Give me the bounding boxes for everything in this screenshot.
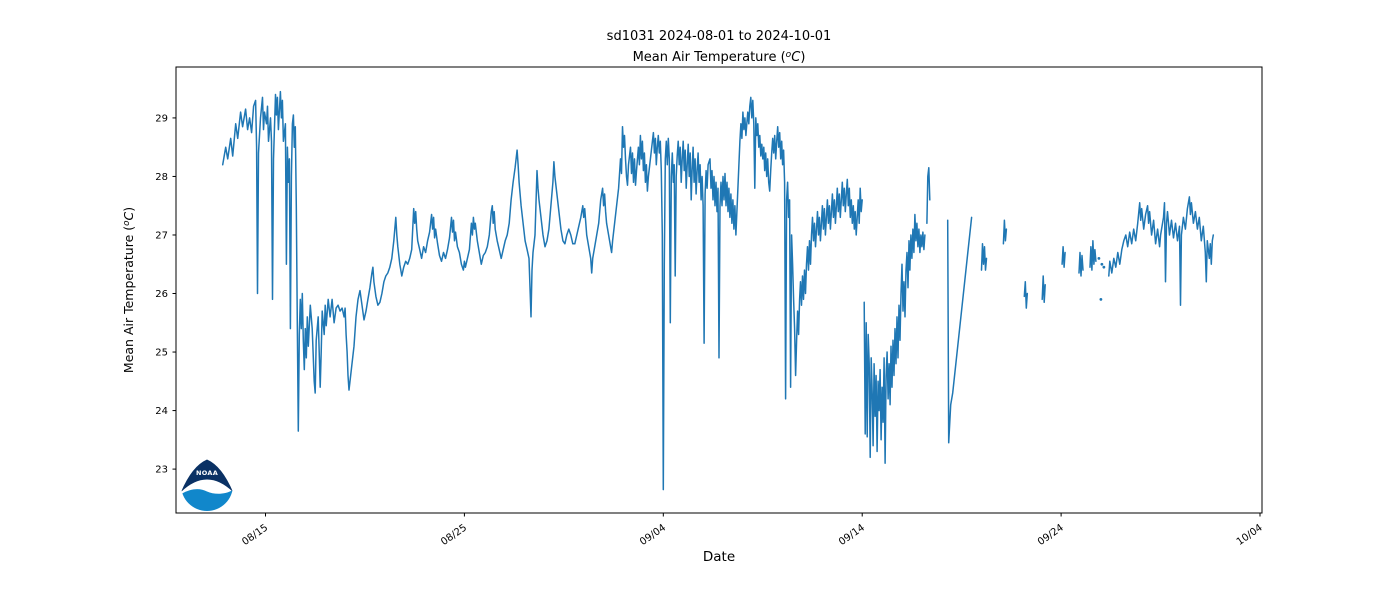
- data-line-segment: [863, 213, 926, 464]
- temperature-line-series: [221, 90, 1215, 491]
- logo-text: NOAA: [196, 469, 218, 477]
- y-axis-label: Mean Air Temperature (oC): [121, 207, 136, 373]
- data-line-segment: [1002, 219, 1008, 245]
- x-axis-label: Date: [703, 549, 735, 565]
- logo-sky-shape: [181, 459, 233, 492]
- data-line-segment: [1108, 196, 1215, 306]
- y-tick-label: 29: [155, 113, 168, 124]
- data-point: [1099, 297, 1103, 301]
- data-point: [1102, 265, 1106, 269]
- data-line-segment: [1041, 275, 1046, 304]
- noaa-logo-emblem: NOAA: [181, 459, 233, 511]
- chart-subtitle: Mean Air Temperature (oC): [633, 50, 806, 65]
- y-tick-label: 26: [155, 289, 168, 300]
- data-line-segment: [1023, 281, 1029, 309]
- logo-sea-shape: [181, 489, 233, 511]
- data-line-segment: [980, 243, 988, 271]
- y-tick-label: 28: [155, 172, 168, 183]
- data-line-segment: [221, 90, 863, 491]
- data-line-segment: [1078, 251, 1084, 277]
- y-axis: 23 24 25 26 27 28 29: [155, 113, 176, 476]
- data-line-segment: [1061, 245, 1066, 268]
- plot-frame: [175, 66, 1263, 514]
- y-tick-label: 24: [155, 406, 168, 417]
- data-line-segment: [926, 166, 931, 225]
- y-tick-label: 23: [155, 465, 168, 476]
- y-tick-label: 25: [155, 348, 168, 359]
- data-line-segment: [1089, 240, 1097, 271]
- data-point: [1097, 256, 1101, 260]
- data-line-segment: [946, 216, 973, 444]
- y-tick-label: 27: [155, 230, 168, 241]
- data-point: [1100, 262, 1104, 266]
- noaa-logo: NOAA: [181, 459, 233, 511]
- chart-title: sd1031 2024-08-01 to 2024-10-01: [607, 29, 832, 44]
